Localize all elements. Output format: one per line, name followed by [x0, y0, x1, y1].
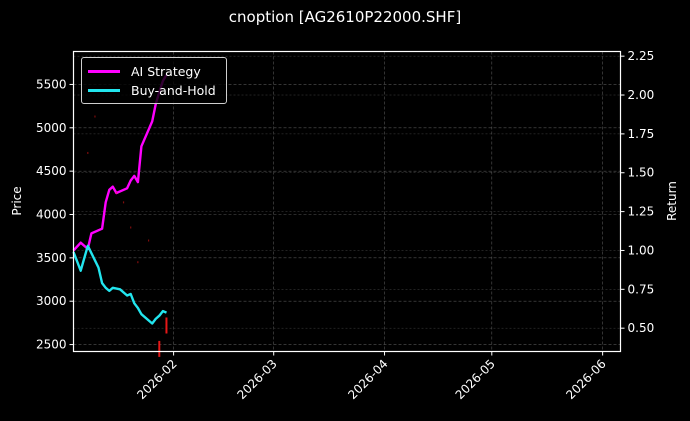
- y-right-tick-label: 1.75: [628, 127, 655, 141]
- y-left-tick-label: 4000: [36, 208, 67, 222]
- x-axis: 2026-02 2026-03 2026-04 2026-05 2026-06: [134, 351, 609, 402]
- y-axis-right-label: Return: [665, 181, 679, 221]
- y-right-tick-label: 1.00: [628, 243, 655, 257]
- series-line-ai-strategy: [72, 74, 168, 252]
- chart-title: cnoption [AG2610P22000.SHF]: [228, 8, 462, 26]
- y-left-tick-label: 3000: [36, 294, 67, 308]
- y-right-tick-label: 2.25: [628, 49, 655, 63]
- y-right-tick-label: 1.25: [628, 205, 655, 219]
- y-right-tick-label: 0.50: [628, 321, 655, 335]
- legend-item-ai-strategy: AI Strategy: [88, 63, 201, 79]
- series-line-buy-and-hold: [72, 244, 167, 325]
- y-right-tick-label: 1.50: [628, 166, 655, 180]
- legend-swatch-buy-and-hold: [88, 88, 120, 92]
- y-left-tick-label: 2500: [36, 338, 67, 352]
- y-axis-left: 2500 3000 3500 4000 4500 5000 5500: [36, 77, 74, 352]
- legend: AI Strategy Buy-and-Hold: [81, 57, 227, 104]
- legend-item-buy-and-hold: Buy-and-Hold: [88, 82, 216, 98]
- series-layer: [72, 74, 168, 357]
- y-axis-right: 0.50 0.75 1.00 1.25 1.50 1.75 2.00 2.25: [620, 49, 655, 335]
- grid-lines: [73, 51, 621, 352]
- y-left-tick-label: 3500: [36, 251, 67, 265]
- plot-frame: [72, 50, 622, 353]
- y-left-tick-label: 4500: [36, 164, 67, 178]
- legend-label: Buy-and-Hold: [131, 82, 216, 98]
- x-tick-label: 2026-06: [563, 357, 608, 402]
- y-right-tick-label: 0.75: [628, 282, 655, 296]
- x-tick-label: 2026-05: [453, 357, 498, 402]
- y-left-tick-label: 5000: [36, 121, 67, 135]
- legend-swatch-ai-strategy: [88, 69, 120, 73]
- x-tick-label: 2026-04: [345, 357, 390, 402]
- legend-label: AI Strategy: [131, 63, 201, 79]
- x-tick-label: 2026-02: [134, 357, 179, 402]
- x-tick-label: 2026-03: [234, 357, 279, 402]
- y-left-tick-label: 5500: [36, 77, 67, 91]
- y-axis-left-label: Price: [10, 186, 24, 215]
- y-right-tick-label: 2.00: [628, 88, 655, 102]
